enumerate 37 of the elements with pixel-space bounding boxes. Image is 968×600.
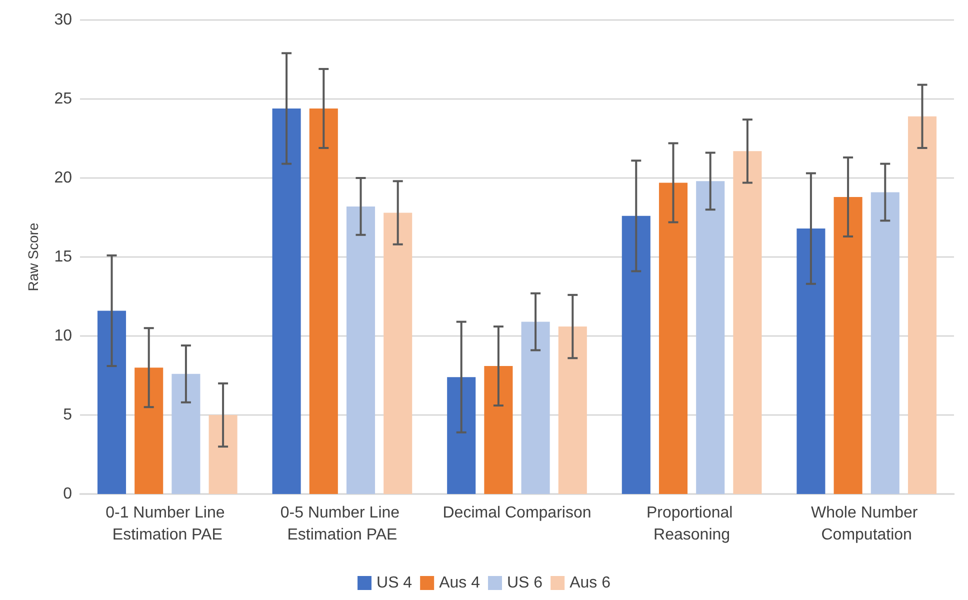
bar [696, 181, 725, 494]
legend-label: US 4 [376, 574, 412, 592]
bar [346, 206, 376, 494]
x-tick-label: 0-1 Number Line Estimation PAE [106, 504, 230, 544]
legend-label: US 6 [507, 574, 543, 592]
bar [384, 212, 412, 494]
y-tick-label: 25 [54, 90, 72, 108]
y-tick-label: 0 [63, 486, 72, 502]
bar [870, 192, 900, 494]
bar [521, 322, 550, 494]
y-tick-label: 15 [54, 248, 72, 266]
bar [908, 116, 937, 494]
bar [208, 415, 238, 494]
bar [172, 374, 200, 494]
x-tick-label: Decimal Comparison [442, 504, 592, 522]
y-tick-label: 10 [54, 328, 72, 344]
bar [796, 228, 826, 494]
bar [622, 216, 650, 494]
y-axis-title: Raw Score [25, 222, 41, 292]
bar [447, 377, 476, 494]
y-tick-label: 5 [63, 406, 72, 424]
y-tick-label: 30 [54, 12, 72, 28]
bar [733, 151, 762, 494]
bar [658, 182, 688, 494]
bar [309, 108, 338, 494]
bar [484, 366, 513, 494]
y-tick-label: 20 [54, 170, 72, 186]
x-tick-label: Whole Number Computation [811, 504, 922, 544]
x-tick-label: 0-5 Number Line Estimation PAE [280, 504, 404, 544]
legend-label: Aus 6 [570, 574, 611, 592]
bar [834, 196, 862, 494]
bar [558, 326, 587, 494]
legend-label: Aus 4 [439, 574, 480, 592]
bar [97, 310, 126, 494]
bar [272, 108, 301, 494]
bar [134, 368, 164, 494]
x-tick-label: Proportional Reasoning [646, 504, 738, 544]
